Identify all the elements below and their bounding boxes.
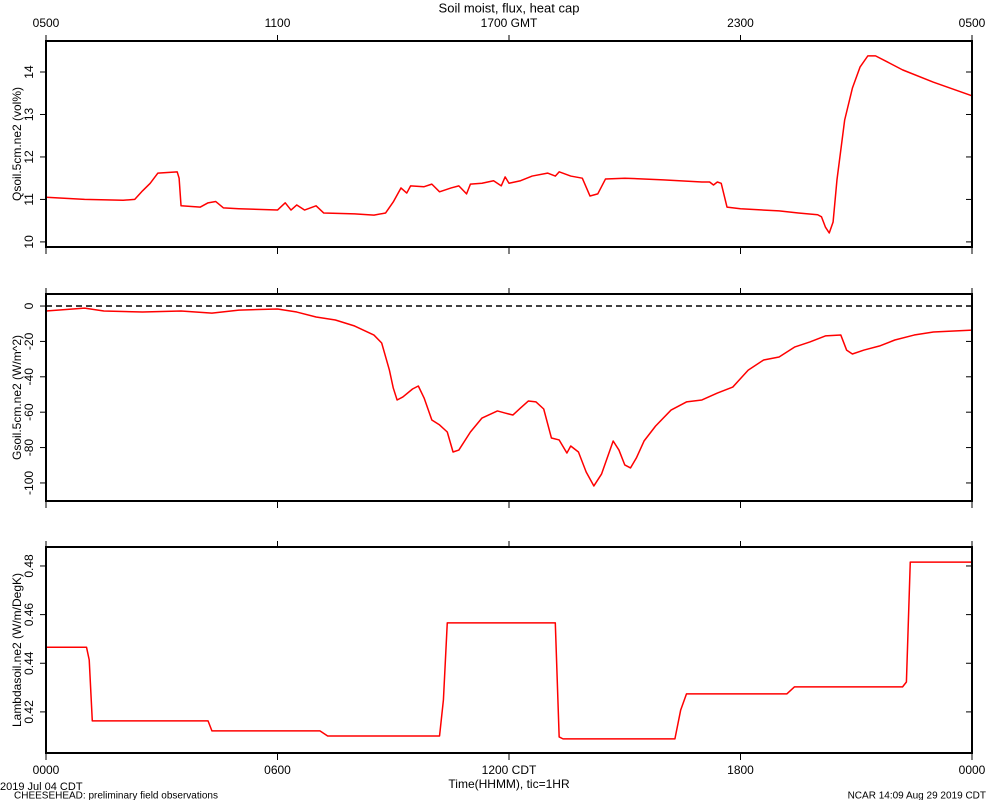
y-tick-label: 14 <box>22 65 36 79</box>
y-tick-label: 0 <box>22 302 36 309</box>
x-tick-label: 1200 CDT <box>482 763 537 777</box>
y-tick-label: 12 <box>22 150 36 164</box>
y-tick-label: -20 <box>22 332 36 350</box>
x2-tick-label: 1100 <box>265 16 291 30</box>
y-tick-label: -80 <box>22 439 36 457</box>
y-tick-label: -100 <box>22 471 36 495</box>
y-tick-label: 0.42 <box>22 700 36 724</box>
y-axis-label: Lambdasoil.ne2 (W/m/DegK) <box>10 573 24 727</box>
x2-tick-label: 0500 <box>959 16 986 30</box>
y-tick-label: 13 <box>22 107 36 121</box>
y-axis-label: Gsoil.5cm.ne2 (W/m^2) <box>10 335 24 460</box>
data-line <box>45 55 973 234</box>
data-line <box>46 561 972 740</box>
plot-frame <box>45 546 973 754</box>
x2-tick-label: 1700 GMT <box>481 16 538 30</box>
y-axis-label: Qsoil.5cm.ne2 (vol%) <box>10 87 24 201</box>
plot-frame <box>45 40 973 248</box>
x-tick-label: 1800 <box>727 763 754 777</box>
y-tick-label: -60 <box>22 403 36 421</box>
plot-frame <box>45 293 973 502</box>
chart-title: Soil moist, flux, heat cap <box>439 0 580 15</box>
y-tick-label: 10 <box>22 235 36 249</box>
footer-date: 2019 Jul 04 CDT <box>0 781 83 793</box>
data-line <box>45 307 973 487</box>
x2-tick-label: 2300 <box>727 16 754 30</box>
y-tick-label: 11 <box>22 193 36 206</box>
footer-stamp: NCAR 14:09 Aug 29 2019 CDT <box>848 791 986 800</box>
y-tick-label: 0.48 <box>22 554 36 578</box>
x-tick-label: 0000 <box>959 763 986 777</box>
x2-tick-label: 0500 <box>33 16 60 30</box>
footer-project: CHEESEHEAD: preliminary field observatio… <box>14 791 218 800</box>
y-tick-label: 0.46 <box>22 603 36 627</box>
y-tick-label: -40 <box>22 368 36 386</box>
x-tick-label: 0600 <box>264 763 291 777</box>
y-tick-label: 0.44 <box>22 651 36 675</box>
x-axis-label: Time(HHMM), tic=1HR <box>448 777 570 791</box>
x-tick-label: 0000 <box>33 763 60 777</box>
